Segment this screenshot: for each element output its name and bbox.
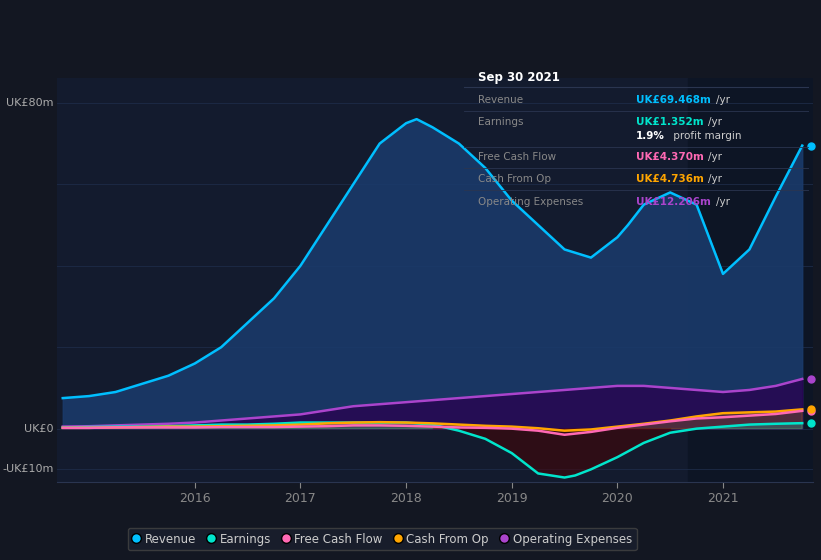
Text: UK£1.352m: UK£1.352m — [636, 117, 704, 127]
Text: -UK£10m: -UK£10m — [2, 464, 53, 474]
Bar — [688, 78, 813, 482]
Legend: Revenue, Earnings, Free Cash Flow, Cash From Op, Operating Expenses: Revenue, Earnings, Free Cash Flow, Cash … — [128, 528, 636, 550]
Text: /yr: /yr — [716, 95, 730, 105]
Text: 1.9%: 1.9% — [636, 131, 665, 141]
Text: Revenue: Revenue — [478, 95, 523, 105]
Text: profit margin: profit margin — [670, 131, 741, 141]
Text: /yr: /yr — [708, 117, 722, 127]
Text: UK£69.468m: UK£69.468m — [636, 95, 711, 105]
Text: /yr: /yr — [716, 197, 730, 207]
Text: UK£80m: UK£80m — [7, 98, 53, 108]
Text: /yr: /yr — [708, 152, 722, 162]
Text: Free Cash Flow: Free Cash Flow — [478, 152, 556, 162]
Text: UK£4.370m: UK£4.370m — [636, 152, 704, 162]
Text: Sep 30 2021: Sep 30 2021 — [478, 71, 560, 84]
Text: Operating Expenses: Operating Expenses — [478, 197, 583, 207]
Text: UK£12.206m: UK£12.206m — [636, 197, 711, 207]
Text: UK£0: UK£0 — [24, 424, 53, 433]
Text: Earnings: Earnings — [478, 117, 523, 127]
Text: Cash From Op: Cash From Op — [478, 174, 551, 184]
Text: UK£4.736m: UK£4.736m — [636, 174, 704, 184]
Text: /yr: /yr — [708, 174, 722, 184]
